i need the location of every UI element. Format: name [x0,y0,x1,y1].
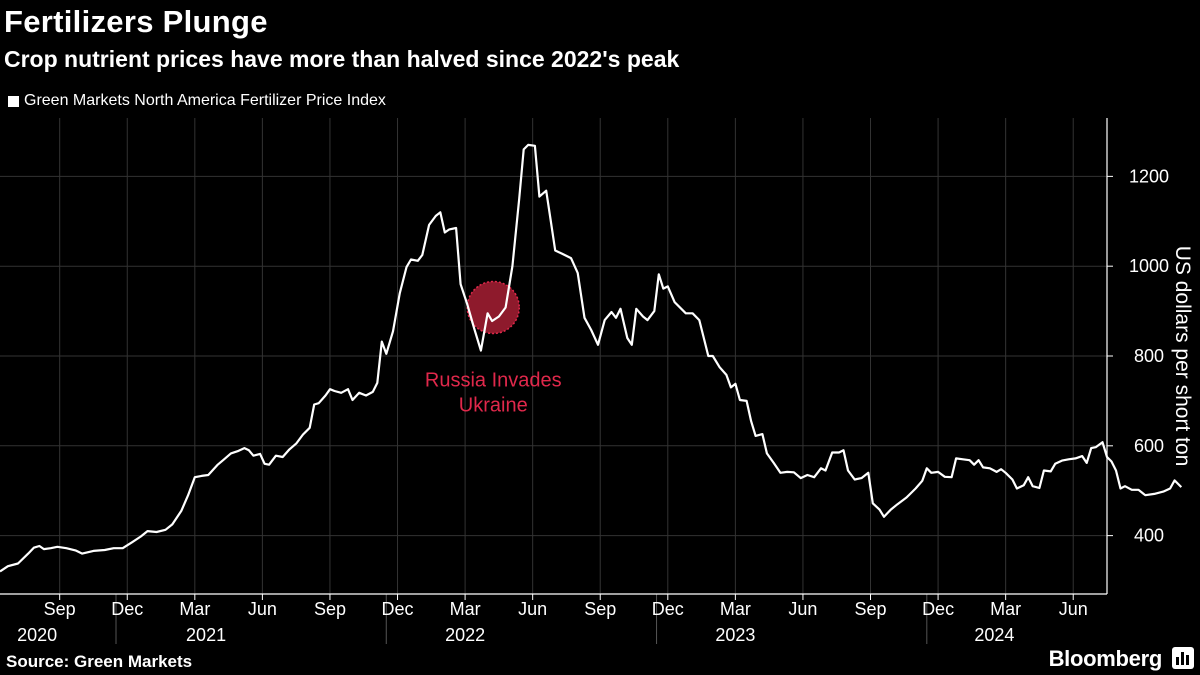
x-tick-label: Jun [1059,599,1088,619]
x-tick-label: Dec [382,599,414,619]
chart-subtitle: Crop nutrient prices have more than halv… [4,46,680,72]
legend-swatch-icon [8,95,19,107]
x-year-label: 2021 [186,625,226,645]
x-axis-labels: Sep Dec Mar Jun Sep Dec Mar Jun Sep Dec Mar Jun Sep D… [17,599,1088,645]
y-tick-label-1200: 1200 [1129,166,1169,186]
x-tick-label: Mar [450,599,481,619]
annotation-label-line2: Ukraine [459,395,528,417]
x-tick-label: Dec [922,599,954,619]
x-tick-label: Sep [314,599,346,619]
y-tick-label-800: 800 [1134,346,1164,366]
x-tick-label: Mar [990,599,1021,619]
x-tick-label: Jun [518,599,547,619]
y-axis-labels: 400 600 800 1000 1200 [1129,166,1169,545]
annotation-circle [466,280,521,335]
x-year-label: 2024 [974,625,1014,645]
grid-lines [0,118,1107,594]
legend: Green Markets North America Fertilizer P… [8,92,386,110]
x-tick-label: Dec [111,599,143,619]
x-year-label: 2023 [715,625,755,645]
x-tick-label: Jun [248,599,277,619]
x-tick-label: Mar [179,599,210,619]
series-line [0,143,1183,573]
axes [0,118,1113,644]
x-tick-label: Mar [720,599,751,619]
x-year-label: 2020 [17,625,57,645]
y-axis-title: US dollars per short ton [1171,246,1194,467]
x-tick-label: Dec [652,599,684,619]
bloomberg-logo-icon [1172,647,1194,669]
chart-title: Fertilizers Plunge [4,4,268,39]
x-tick-label: Jun [788,599,817,619]
x-tick-label: Sep [854,599,886,619]
bloomberg-logo-text: Bloomberg [1048,646,1163,671]
source-note: Source: Green Markets [6,652,193,671]
legend-label: Green Markets North America Fertilizer P… [24,92,386,109]
annotation-label-line1: Russia Invades [425,370,562,392]
x-tick-label: Sep [584,599,616,619]
y-tick-label-400: 400 [1134,526,1164,546]
annotation-group: Russia Invades Ukraine [425,280,562,417]
x-tick-label: Sep [44,599,76,619]
y-tick-label-600: 600 [1134,436,1164,456]
y-tick-label-1000: 1000 [1129,256,1169,276]
x-year-label: 2022 [445,625,485,645]
